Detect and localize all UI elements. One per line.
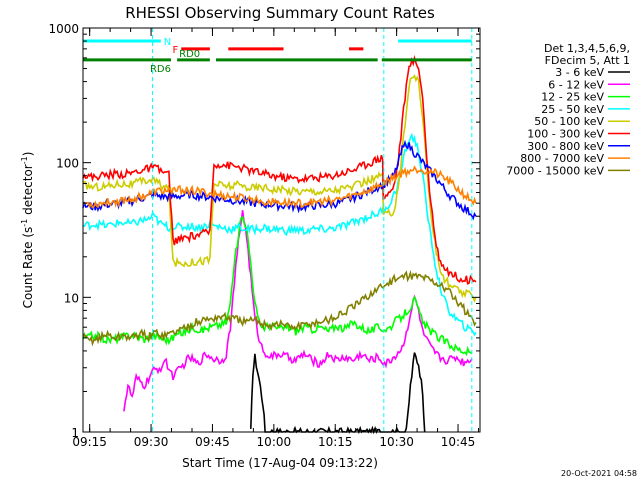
- legend-entry-label: 12 - 25 keV: [541, 91, 604, 104]
- legend-entry-label: 3 - 6 keV: [555, 66, 604, 79]
- flag-bar-layer: NF RD0 RD6: [83, 37, 472, 75]
- y-axis: 1 10 100 1000: [48, 22, 480, 440]
- legend: Det 1,3,4,5,6,9,FDecim 5, Att 13 - 6 keV…: [506, 42, 630, 177]
- series-line-50-100-kev: [82, 73, 477, 303]
- x-axis: 09:15 09:30 09:45 10:00 10:15 10:30 10:45: [72, 28, 479, 449]
- x-tick-label: 09:45: [195, 435, 230, 449]
- x-tick-label: 10:00: [257, 435, 292, 449]
- series-line-12-25-kev: [82, 216, 473, 357]
- flag-label-rd6: RD6: [150, 64, 171, 75]
- series-line-100-300-kev: [82, 54, 477, 285]
- flag-label-rd0: RD0: [179, 49, 200, 60]
- y-tick-label: 1000: [48, 22, 79, 36]
- y-tick-label: 100: [56, 157, 79, 171]
- y-tick-label: 10: [64, 291, 79, 305]
- x-tick-label: 10:30: [379, 435, 414, 449]
- series-line-25-50-kev: [82, 132, 477, 337]
- x-tick-label: 10:45: [441, 435, 476, 449]
- legend-header-line: Det 1,3,4,5,6,9,: [544, 42, 630, 55]
- legend-entry-label: 25 - 50 keV: [541, 103, 604, 116]
- legend-entry-label: 800 - 7000 keV: [520, 152, 604, 165]
- legend-header-line: FDecim 5, Att 1: [545, 54, 630, 67]
- series-line-3-6-kev: [250, 352, 426, 435]
- flag-label-f: F: [172, 45, 178, 56]
- x-axis-label: Start Time (17-Aug-04 09:13:22): [182, 456, 378, 470]
- legend-entry-label: 7000 - 15000 keV: [506, 164, 604, 177]
- y-tick-label: 1: [71, 426, 79, 440]
- y-axis-label: Count Rate (s-1 detector-1): [20, 152, 35, 309]
- legend-entry-label: 50 - 100 keV: [534, 115, 604, 128]
- chart-title: RHESSI Observing Summary Count Rates: [125, 4, 435, 22]
- x-tick-label: 10:15: [318, 435, 353, 449]
- series-layer: [82, 54, 477, 435]
- series-line-7000-15000-kev: [82, 269, 477, 347]
- series-line-800-7000-kev: [82, 165, 477, 210]
- x-tick-label: 09:30: [134, 435, 169, 449]
- flag-label-n: N: [164, 37, 171, 48]
- generation-timestamp: 20-Oct-2021 04:58: [561, 469, 637, 478]
- legend-entry-label: 6 - 12 keV: [548, 78, 604, 91]
- x-tick-label: 09:15: [72, 435, 107, 449]
- plot-frame: [82, 27, 481, 433]
- legend-entry-label: 100 - 300 keV: [527, 128, 604, 141]
- orbit-marker-layer: [152, 28, 473, 432]
- legend-entry-label: 300 - 800 keV: [527, 140, 604, 153]
